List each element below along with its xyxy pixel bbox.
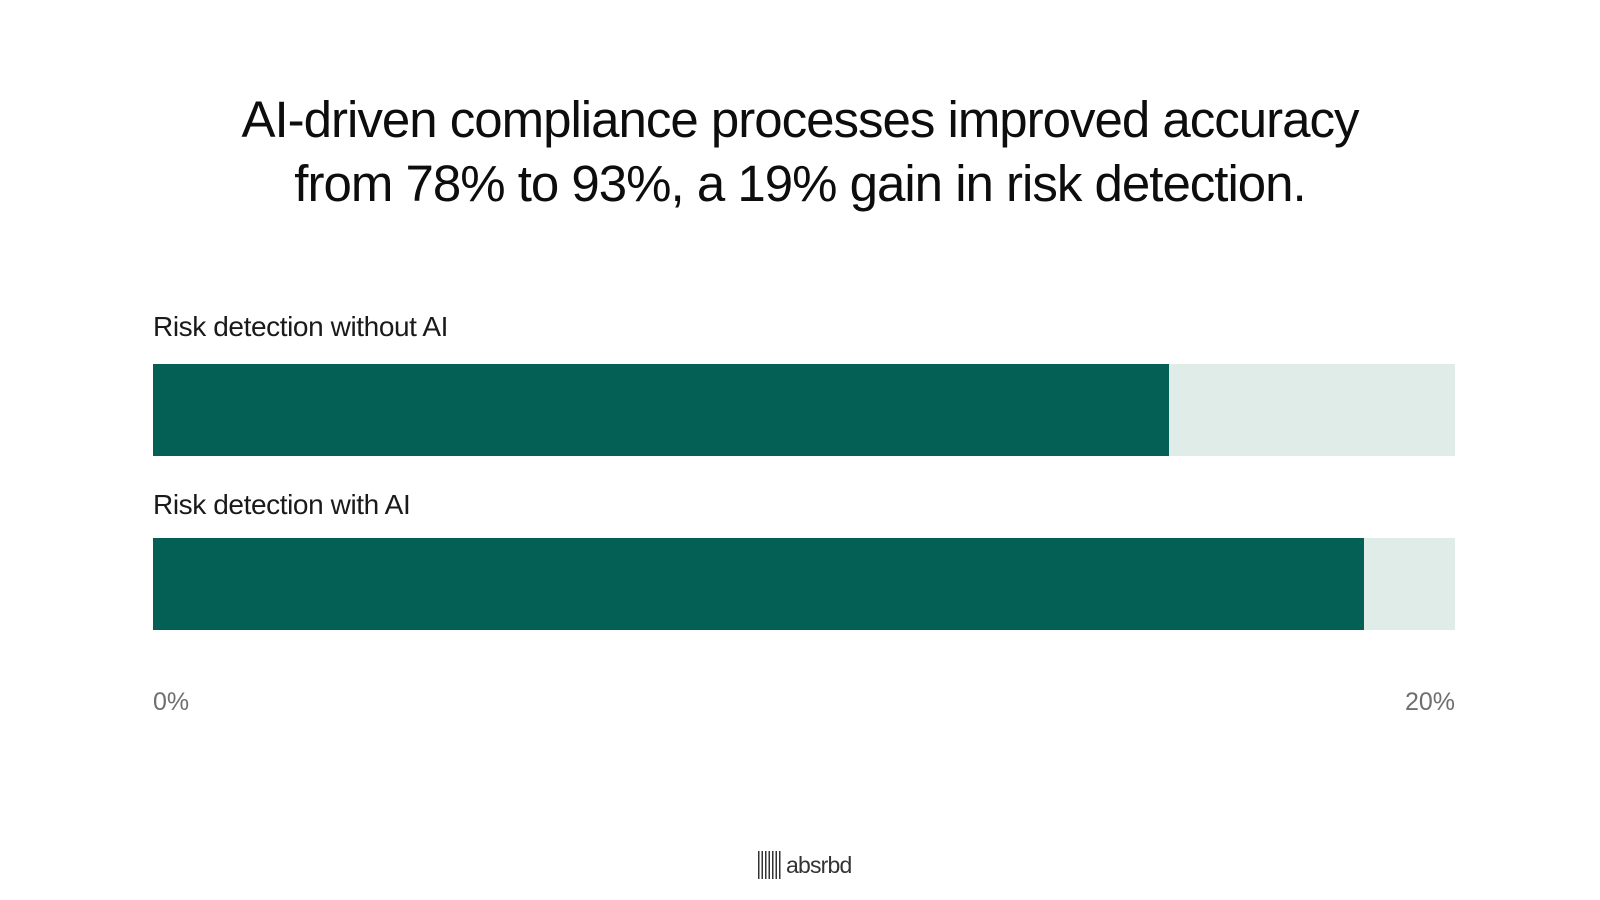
bar-fill-with-ai: [153, 538, 1364, 630]
barcode-logo-icon: [758, 851, 781, 879]
chart-title: AI-driven compliance processes improved …: [100, 88, 1500, 216]
brand-name: absrbd: [786, 851, 852, 878]
x-tick-label-min: 0%: [153, 688, 190, 716]
chart-title-line-2: from 78% to 93%, a 19% gain in risk dete…: [294, 155, 1306, 212]
bar-track-without-ai: [153, 364, 1455, 456]
chart-title-line-1: AI-driven compliance processes improved …: [241, 91, 1360, 148]
bar-fill-without-ai: [153, 364, 1169, 456]
bar-track-with-ai: [153, 538, 1455, 630]
x-tick-label-max: 20%: [1404, 688, 1455, 716]
bar-label-without-ai: Risk detection without AI: [153, 311, 449, 342]
bar-label-with-ai: Risk detection with AI: [153, 489, 411, 520]
brand-logo: absrbd: [758, 851, 852, 879]
